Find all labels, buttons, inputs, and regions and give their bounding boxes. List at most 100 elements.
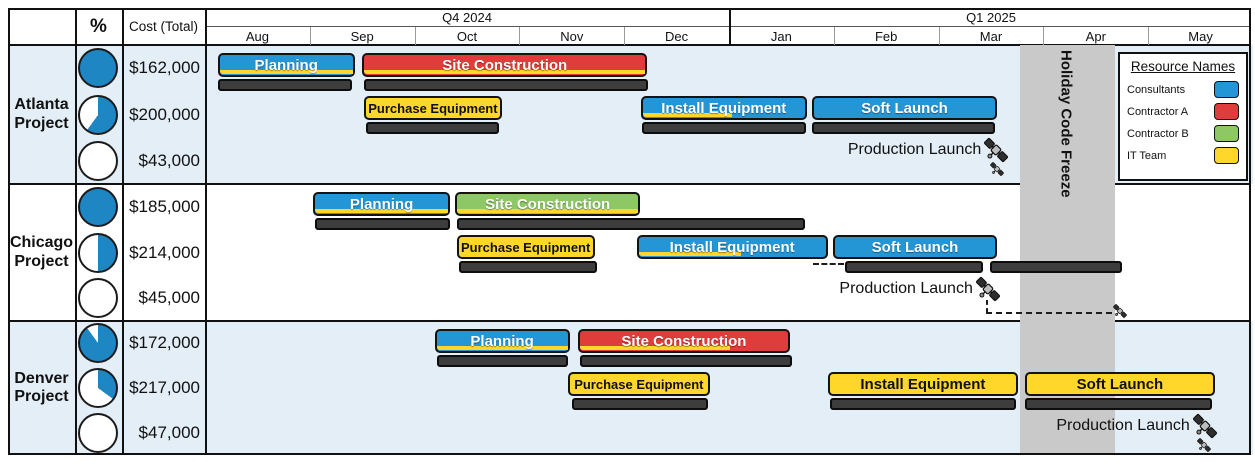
task-bar-label: Site Construction (442, 56, 568, 74)
baseline-bar (811, 122, 996, 134)
task-bar-site-construction[interactable]: Site Construction (578, 329, 790, 353)
quarter-divider (729, 8, 731, 45)
task-bar-label: Purchase Equipment (368, 100, 498, 116)
legend: Resource Names Consultants Contractor A Co… (1118, 52, 1248, 181)
it-team-stripe (219, 70, 353, 74)
task-bar-purchase-equipment[interactable]: Purchase Equipment (567, 372, 711, 396)
baseline-bar (217, 79, 352, 91)
legend-item-label: Consultants (1127, 83, 1186, 96)
month-divider-7 (938, 27, 940, 45)
progress-pie-100pct (78, 186, 118, 227)
task-bar-label: Soft Launch (871, 238, 959, 256)
project-name-denver: Denver Project (14, 369, 69, 405)
header-bottom-line (8, 44, 1251, 46)
progress-pie-50pct (78, 232, 118, 273)
baseline-bar (829, 398, 1017, 410)
cost-value: $43,000 (138, 150, 200, 170)
milestone-label: Production Launch (847, 141, 982, 158)
milestone-label: Production Launch (1056, 417, 1190, 434)
baseline-bar (642, 122, 806, 134)
quarter-header-q1-2025: Q1 2025 (966, 10, 1016, 25)
it-team-stripe (457, 209, 638, 213)
legend-item-contractor-a: Contractor A (1127, 103, 1239, 120)
month-header-feb: Feb (874, 28, 898, 44)
row-separator-1 (8, 183, 1251, 185)
satellite-icon[interactable] (1191, 412, 1219, 445)
baseline-bar (845, 261, 983, 273)
task-bar-label: Purchase Equipment (461, 239, 591, 255)
month-header-oct: Oct (456, 28, 478, 44)
legend-title: Resource Names (1130, 59, 1236, 74)
task-bar-site-construction[interactable]: Site Construction (362, 53, 648, 77)
task-bar-purchase-equipment[interactable]: Purchase Equipment (364, 96, 502, 120)
month-header-jan: Jan (770, 28, 792, 44)
month-divider-9 (1148, 27, 1150, 45)
cost-column-header: Cost (Total) (128, 19, 199, 34)
task-bar-purchase-equipment[interactable]: Purchase Equipment (456, 235, 595, 259)
month-header-aug: Aug (245, 28, 269, 44)
legend-item-consultants: Consultants (1127, 81, 1239, 98)
legend-color-chip (1214, 147, 1239, 164)
month-header-sep: Sep (350, 28, 374, 44)
task-bar-planning[interactable]: Planning (434, 329, 570, 353)
task-bar-label: Soft Launch (861, 99, 948, 117)
progress-pie-0pct (78, 278, 118, 319)
cost-value: $217,000 (129, 378, 200, 397)
cost-value: $200,000 (129, 104, 200, 124)
month-divider-1 (309, 27, 311, 45)
progress-pie-100pct (78, 48, 118, 89)
it-team-stripe (314, 209, 449, 213)
legend-item-label: Contractor A (1127, 105, 1189, 118)
baseline-bar (456, 218, 806, 230)
milestone-label: Production Launch (839, 280, 973, 297)
task-bar-label: Planning (349, 195, 414, 213)
task-bar-label: Install Equipment (669, 238, 795, 256)
progress-pie-90pct (78, 323, 118, 364)
month-header-apr: Apr (1085, 28, 1106, 44)
month-divider-3 (519, 27, 521, 45)
task-bar-soft-launch[interactable]: Soft Launch (1024, 372, 1216, 396)
slip-connector-dash (812, 263, 845, 265)
task-bar-soft-launch[interactable]: Soft Launch (811, 96, 998, 120)
it-team-stripe (642, 113, 732, 117)
task-bar-label: Site Construction (485, 195, 611, 213)
task-bar-planning[interactable]: Planning (312, 192, 451, 216)
baseline-bar (436, 355, 568, 367)
cost-value: $172,000 (129, 333, 200, 353)
task-bar-install-equipment[interactable]: Install Equipment (640, 96, 807, 120)
task-bar-label: Planning (470, 332, 534, 350)
progress-pie-0pct (78, 140, 118, 181)
percent-column-header: % (90, 15, 107, 37)
project-name-atlanta: Atlanta Project (14, 96, 69, 132)
satellite-icon[interactable] (982, 136, 1010, 169)
baseline-bar (366, 122, 500, 134)
progress-pie-35pct (78, 368, 118, 408)
baseline-bar (315, 218, 451, 230)
baseline-bar (989, 261, 1122, 273)
task-bar-install-equipment[interactable]: Install Equipment (827, 372, 1019, 396)
task-bar-install-equipment[interactable]: Install Equipment (636, 235, 828, 259)
task-bar-label: Install Equipment (661, 99, 787, 117)
cost-value: $45,000 (138, 288, 200, 308)
task-bar-site-construction[interactable]: Site Construction (455, 192, 640, 216)
column-divider-2 (205, 8, 207, 455)
satellite-icon-small[interactable] (1112, 303, 1128, 324)
progress-pie-0pct (78, 412, 118, 453)
corner-cell (8, 8, 75, 45)
it-team-stripe (364, 70, 646, 74)
task-bar-soft-launch[interactable]: Soft Launch (832, 235, 998, 259)
satellite-icon-small[interactable] (989, 161, 1005, 182)
freeze-band-label: Holiday Code Freeze (1057, 50, 1075, 198)
task-bar-planning[interactable]: Planning (217, 53, 355, 77)
legend-color-chip (1214, 125, 1239, 142)
baseline-bar (1024, 398, 1213, 410)
milestone-slip-dash-horizontal (985, 312, 1112, 314)
task-bar-label: Purchase Equipment (574, 376, 704, 392)
task-bar-label: Site Construction (621, 332, 747, 350)
legend-item-it-team: IT Team (1127, 147, 1239, 164)
satellite-icon[interactable] (974, 275, 1002, 308)
column-divider-0 (75, 8, 77, 455)
satellite-icon-small[interactable] (1196, 437, 1212, 458)
month-header-dec: Dec (665, 28, 689, 44)
